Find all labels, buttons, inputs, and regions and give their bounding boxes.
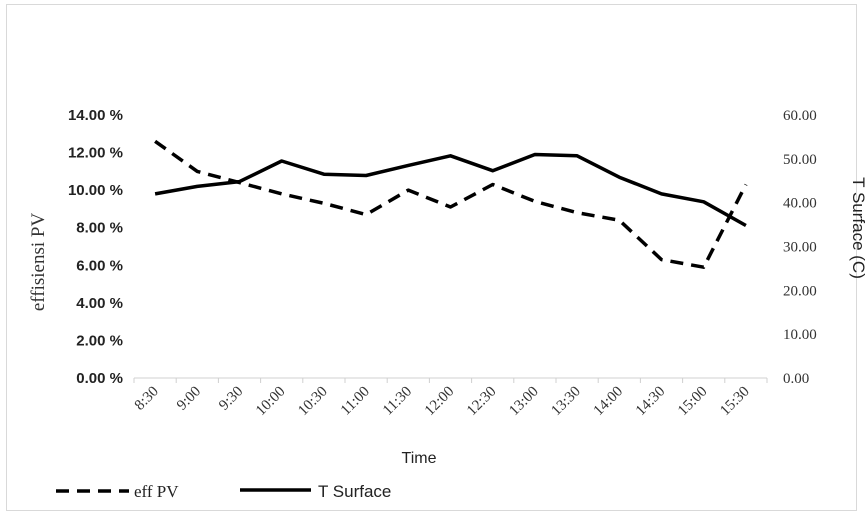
x-tick-label: 12:00 — [422, 384, 457, 419]
right-tick-label: 10.00 — [783, 327, 817, 343]
right-tick-label: 50.00 — [783, 152, 817, 168]
x-tick-label: 9:00 — [174, 384, 204, 414]
left-axis-ticks: 0.00 % 2.00 % 4.00 % 6.00 % 8.00 % 10.00 % 12.… — [68, 107, 123, 387]
right-tick-label: 60.00 — [783, 108, 817, 124]
x-tick-label: 11:00 — [338, 384, 373, 419]
x-tick-label: 13:00 — [506, 384, 541, 419]
right-tick-label: 40.00 — [783, 196, 817, 212]
left-tick-label: 10.00 % — [68, 182, 123, 199]
left-axis-title: effisiensi PV — [28, 213, 49, 312]
x-tick-label: 14:00 — [591, 384, 626, 419]
t-surface-series-line — [154, 152, 747, 228]
left-tick-label: 8.00 % — [76, 220, 123, 237]
x-tick-label: 9:30 — [216, 384, 246, 414]
x-tick-label: 13:30 — [548, 384, 583, 419]
left-tick-label: 4.00 % — [76, 295, 123, 312]
x-axis-ticks: 8:30 9:00 9:30 10:00 10:30 11:00 11:30 12:00 12:… — [132, 378, 768, 419]
x-tick-label: 12:30 — [464, 384, 499, 419]
x-tick-label: 8:30 — [132, 384, 162, 414]
right-tick-label: 0.00 — [783, 371, 809, 387]
left-tick-label: 14.00 % — [68, 107, 123, 124]
legend: eff PV T Surface — [56, 482, 391, 501]
left-tick-label: 6.00 % — [76, 257, 123, 274]
legend-t-surface-label: T Surface — [318, 482, 391, 501]
x-tick-label: 15:00 — [675, 384, 710, 419]
x-tick-label: 10:00 — [253, 384, 288, 419]
x-tick-label: 11:30 — [380, 384, 415, 419]
series-layer — [154, 139, 748, 269]
left-tick-label: 12.00 % — [68, 145, 123, 162]
right-tick-label: 30.00 — [783, 240, 817, 256]
right-axis-ticks: 0.00 10.00 20.00 30.00 40.00 50.00 60.00 — [783, 108, 817, 387]
eff-pv-series-line — [154, 139, 748, 269]
x-tick-label: 14:30 — [633, 384, 668, 419]
x-axis-title: Time — [402, 450, 437, 467]
left-tick-label: 2.00 % — [76, 332, 123, 349]
x-tick-label: 15:30 — [717, 384, 752, 419]
chart-frame — [6, 4, 857, 511]
right-tick-label: 20.00 — [783, 283, 817, 299]
right-axis-title: T Surface (C) — [849, 177, 865, 279]
left-tick-label: 0.00 % — [76, 370, 123, 387]
x-tick-label: 10:30 — [295, 384, 330, 419]
legend-eff-pv-label: eff PV — [134, 482, 179, 501]
